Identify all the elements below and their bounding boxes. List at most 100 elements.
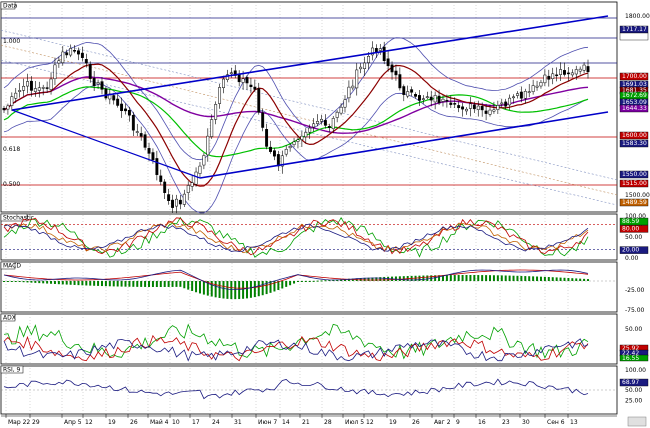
adx-tag-label: 22.42: [622, 350, 639, 357]
candle-body: [312, 123, 316, 128]
macd-histogram-bar: [559, 277, 562, 281]
x-tick-label: 31: [234, 419, 242, 426]
panel-title-box: [0, 261, 16, 270]
candle-body: [280, 155, 284, 167]
x-tick-label: 21: [302, 419, 310, 426]
candle-body: [249, 84, 253, 88]
macd-histogram-bar: [61, 281, 64, 285]
candle-body: [351, 85, 355, 89]
macd-histogram-bar: [195, 281, 198, 293]
candle-body: [437, 95, 441, 104]
macd-histogram-bar: [508, 275, 511, 281]
candle-body: [410, 89, 414, 93]
macd-histogram-bar: [93, 281, 96, 286]
candle-body: [484, 110, 488, 114]
candle-body: [339, 106, 343, 114]
macd-histogram-bar: [124, 281, 127, 287]
candle-body: [18, 90, 22, 92]
candle-body: [120, 103, 124, 111]
rsi-tag: [619, 378, 649, 387]
macd-histogram-bar: [422, 275, 425, 281]
macd-histogram-bar: [457, 275, 460, 281]
candle-body: [37, 87, 41, 91]
candle-body: [335, 111, 339, 118]
macd-histogram-bar: [579, 278, 582, 281]
candle-body: [425, 96, 429, 98]
stochastic-line: [3, 217, 589, 256]
candle-body: [500, 102, 504, 105]
candle-body: [116, 98, 120, 106]
candle-body: [320, 118, 323, 122]
macd-histogram-bar: [575, 278, 578, 281]
macd-histogram-bar: [363, 277, 366, 281]
macd-histogram-bar: [249, 281, 252, 298]
price-tag-label: 1489.59: [622, 199, 647, 206]
macd-histogram-bar: [269, 281, 272, 293]
x-tick-label: Июл 5: [345, 419, 364, 426]
candle-body: [296, 139, 300, 142]
macd-histogram-bar: [383, 276, 386, 281]
stochastic-line: [3, 223, 589, 252]
macd-histogram-bar: [175, 281, 178, 287]
candle-body: [570, 72, 574, 76]
price-tag-label: 1600.00: [622, 132, 647, 139]
macd-histogram-bar: [555, 277, 558, 281]
candle-body: [429, 96, 433, 101]
stochastic-line: [3, 216, 589, 258]
candle-body: [96, 82, 100, 85]
macd-histogram-bar: [500, 275, 503, 281]
macd-histogram-bar: [18, 281, 21, 282]
candle-body: [402, 86, 406, 95]
macd-histogram-bar: [481, 275, 484, 281]
candle-body: [225, 74, 229, 80]
macd-histogram-bar: [375, 277, 378, 281]
price-tag-label: 1583.30: [622, 140, 647, 147]
ma-red: [3, 63, 589, 187]
macd-histogram-bar: [347, 278, 350, 281]
x-tick-label: Авг 2: [434, 419, 451, 426]
macd-histogram-bar: [273, 281, 276, 292]
macd-histogram-bar: [50, 281, 53, 284]
macd-histogram-bar: [571, 278, 574, 281]
macd-histogram-bar: [434, 275, 437, 281]
macd-histogram-bar: [167, 281, 170, 287]
candle-body: [449, 102, 453, 105]
macd-histogram-bar: [563, 277, 566, 281]
macd-histogram-bar: [371, 277, 374, 281]
price-tag: [619, 139, 649, 148]
macd-histogram-bar: [528, 276, 531, 281]
macd-histogram-bar: [230, 281, 233, 300]
macd-histogram-bar: [449, 275, 452, 281]
stoch-tag-label: 20.00: [622, 247, 639, 254]
x-tick-label: 9: [456, 419, 460, 426]
panel-stochastic: [0, 213, 618, 261]
candle-body: [57, 60, 61, 64]
candle-body: [53, 64, 57, 80]
candle-body: [453, 103, 457, 105]
ma-purple: [3, 76, 589, 134]
x-tick-label: Май 4: [150, 419, 169, 426]
macd-histogram-bar: [324, 280, 327, 282]
candle-body: [304, 132, 308, 138]
adx-line: [3, 338, 589, 362]
macd-histogram-bar: [77, 281, 80, 286]
candle-body: [515, 93, 519, 96]
macd-histogram-bar: [171, 281, 174, 287]
macd-histogram-bar: [6, 281, 9, 282]
candle-body: [359, 66, 363, 70]
macd-histogram-bar: [516, 275, 519, 281]
candle-body: [468, 103, 472, 109]
macd-histogram-bar: [394, 276, 397, 281]
candle-body: [245, 77, 249, 84]
macd-histogram-bar: [316, 280, 319, 282]
macd-histogram-bar: [281, 281, 284, 289]
candle-body: [382, 46, 386, 61]
candle-body: [461, 106, 465, 110]
macd-histogram-bar: [242, 281, 245, 299]
candle-body: [49, 78, 53, 90]
price-tag-label: 1672.69: [622, 92, 647, 99]
candle-body: [229, 72, 233, 74]
macd-histogram-bar: [26, 281, 29, 283]
macd-histogram-bar: [112, 281, 115, 287]
